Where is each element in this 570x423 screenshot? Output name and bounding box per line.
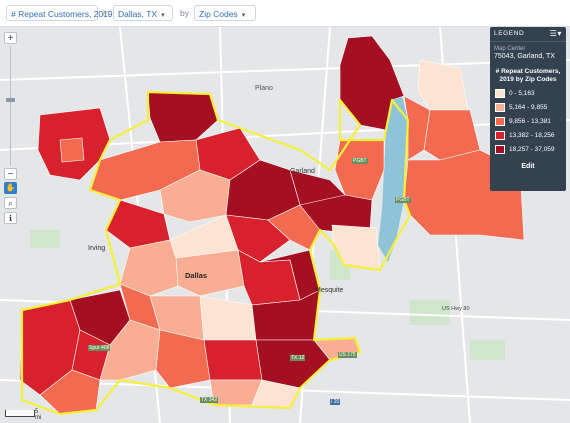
legend-item-label: 0 - 5,163 — [509, 90, 535, 97]
legend-items: 0 - 5,163 5,164 - 9,855 9,856 - 13,381 1… — [490, 89, 566, 154]
chevron-down-icon: ▾ — [241, 12, 246, 19]
boundary-dropdown-label: Zip Codes — [199, 9, 238, 19]
highway-label-spur408: Spur 408 — [88, 345, 111, 351]
legend-menu-icon[interactable]: ☰▾ — [549, 29, 562, 38]
legend-item-label: 9,856 - 13,381 — [509, 118, 551, 125]
legend-item: 9,856 - 13,381 — [490, 117, 566, 126]
metric-dropdown[interactable]: # Repeat Customers, 2019▾ — [6, 5, 120, 21]
legend-header: LEGEND ☰▾ — [490, 27, 566, 42]
legend-item: 5,164 - 9,855 — [490, 103, 566, 112]
legend-item: 0 - 5,163 — [490, 89, 566, 98]
highway-label-tx342: TX 342 — [200, 397, 219, 403]
legend-swatch — [495, 103, 505, 112]
place-label-plano: Plano — [255, 85, 273, 92]
map-svg — [0, 27, 570, 423]
legend-item-label: 5,164 - 9,855 — [509, 104, 548, 111]
place-label-garland: Garland — [290, 168, 315, 175]
pan-hand-icon[interactable]: ✋ — [4, 182, 17, 194]
highway-label-pgbt-2: PGBT — [395, 197, 411, 203]
legend-item: 13,382 - 18,256 — [490, 131, 566, 140]
legend-item: 18,257 - 37,059 — [490, 145, 566, 154]
map-canvas[interactable]: Plano Garland Irving Dallas Mesquite US … — [0, 27, 570, 423]
in-label: in — [103, 8, 110, 18]
highway-label-i20: I 20 — [330, 399, 341, 405]
legend-edit-button[interactable]: Edit — [521, 163, 535, 170]
top-toolbar: # Repeat Customers, 2019▾ in Dallas, TX▾… — [0, 0, 570, 27]
legend-swatch — [495, 145, 505, 154]
place-label-dallas: Dallas — [185, 271, 208, 280]
scale-bar-line — [5, 410, 35, 417]
highway-label-tx12: TX 12 — [290, 355, 306, 361]
legend-swatch — [495, 117, 505, 126]
zip-code-areas — [19, 35, 525, 415]
place-label-mesquite: Mesquite — [315, 287, 344, 294]
map-center-label: Map Center — [494, 46, 526, 52]
zoom-in-button[interactable]: + — [4, 32, 17, 44]
boundary-dropdown[interactable]: Zip Codes ▾ — [194, 5, 256, 21]
zoom-out-button[interactable]: − — [4, 168, 17, 180]
legend-swatch — [495, 131, 505, 140]
lake — [378, 96, 410, 262]
highway-label-us80: US Hwy 80 — [442, 306, 470, 312]
highway-label-pgbt: PGBT — [352, 158, 368, 164]
chevron-down-icon: ▾ — [161, 12, 165, 19]
location-dropdown[interactable]: Dallas, TX ▾ — [113, 5, 173, 21]
zoom-box-icon[interactable]: ⌕ — [4, 197, 17, 209]
legend-header-title: LEGEND — [494, 30, 525, 37]
scale-bar-label: 5 mi — [35, 409, 42, 421]
info-icon[interactable]: ℹ — [4, 212, 17, 224]
legend-title: # Repeat Customers, 2019 by Zip Codes — [495, 68, 561, 83]
legend-item-label: 13,382 - 18,256 — [509, 132, 555, 139]
legend-item-label: 18,257 - 37,059 — [509, 146, 555, 153]
legend-panel: LEGEND ☰▾ Map Center 75043, Garland, TX … — [490, 27, 566, 191]
by-label: by — [180, 8, 189, 18]
map-center-value: 75043, Garland, TX — [494, 53, 555, 60]
location-dropdown-label: Dallas, TX — [118, 9, 158, 19]
zoom-track[interactable] — [10, 46, 11, 166]
legend-swatch — [495, 89, 505, 98]
highway-label-us175: US 175 — [338, 352, 357, 358]
metric-dropdown-label: # Repeat Customers, 2019 — [11, 9, 113, 19]
zoom-control: + − — [4, 32, 17, 222]
zoom-slider-handle[interactable] — [6, 98, 15, 102]
place-label-irving: Irving — [88, 245, 106, 252]
dallas-boundary — [20, 90, 412, 416]
